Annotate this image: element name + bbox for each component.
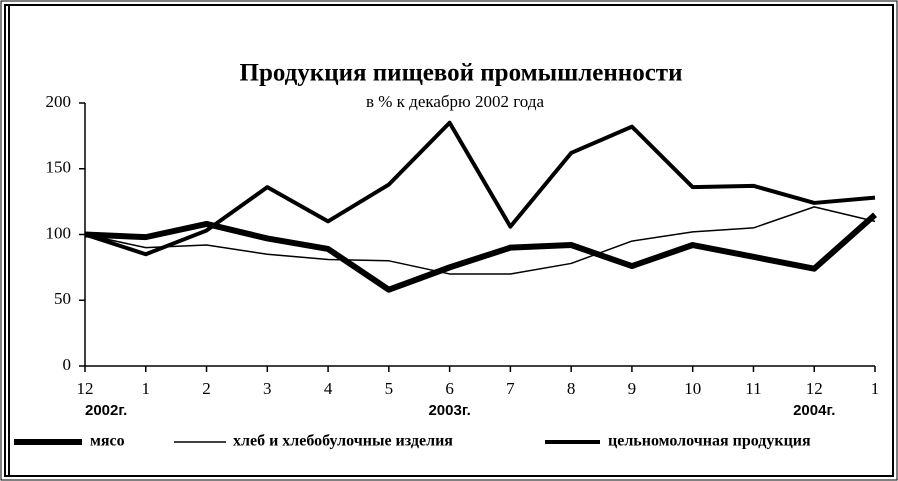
y-tick-label: 150 — [46, 158, 72, 177]
chart-title: Продукция пищевой промышленности — [240, 60, 683, 87]
chart-subtitle: в % к декабрю 2002 года — [366, 92, 544, 111]
x-tick-label: 9 — [628, 379, 637, 398]
legend-label: мясо — [90, 433, 125, 450]
x-tick-label: 5 — [385, 379, 394, 398]
legend-label: хлеб и хлебобулочные изделия — [233, 433, 453, 450]
x-tick-label: 3 — [263, 379, 272, 398]
x-tick-label: 4 — [324, 379, 333, 398]
x-tick-label: 6 — [445, 379, 454, 398]
frame — [4, 4, 894, 477]
x-tick-label: 2 — [202, 379, 211, 398]
year-label: 2004г. — [793, 402, 835, 419]
x-tick-label: 10 — [684, 379, 701, 398]
x-tick-label: 1 — [142, 379, 151, 398]
y-tick-label: 100 — [46, 223, 72, 242]
x-tick-label: 12 — [77, 379, 94, 398]
year-label: 2002г. — [85, 402, 127, 419]
legend-label: цельномолочная продукция — [608, 433, 811, 450]
x-tick-label: 12 — [806, 379, 823, 398]
y-tick-label: 50 — [54, 289, 71, 308]
x-tick-label: 11 — [745, 379, 761, 398]
y-tick-label: 200 — [46, 92, 72, 111]
series-line — [84, 206, 876, 275]
x-tick-label: 8 — [567, 379, 576, 398]
x-tick-label: 7 — [506, 379, 515, 398]
year-label: 2003г. — [428, 402, 470, 419]
y-tick-label: 0 — [63, 355, 72, 374]
series-line — [84, 120, 876, 257]
x-tick-label: 1 — [871, 379, 880, 398]
series-line — [84, 212, 877, 293]
